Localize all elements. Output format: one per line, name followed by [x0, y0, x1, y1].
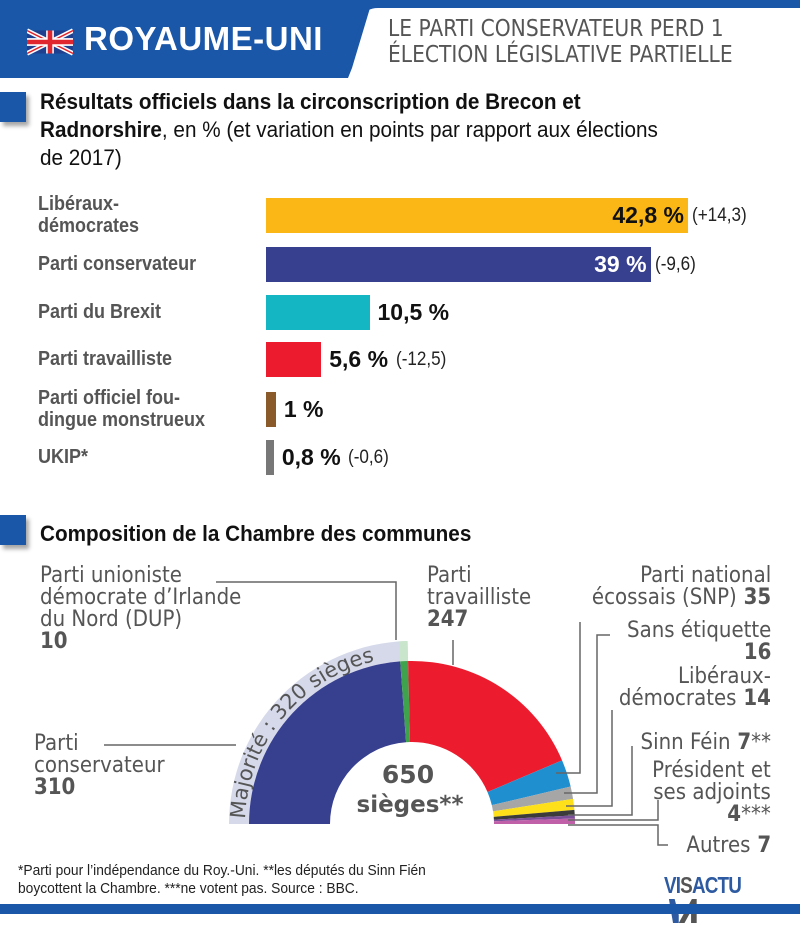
seat-label-sf: Sinn Féin 7**: [640, 730, 771, 755]
seat-count: 247: [427, 607, 469, 632]
bar: [266, 440, 274, 475]
hemicycle-segment: [408, 661, 563, 792]
logo-text-3: ACTU: [691, 872, 742, 898]
results-title-rest: , en % (et variation en points par rappo…: [40, 117, 658, 170]
hemicycle-segment: [493, 815, 575, 822]
seat-label-dup: Parti unioniste démocrate d’Irlande du Nor…: [40, 563, 242, 654]
leader-sf: [568, 746, 633, 816]
leader-ld: [566, 710, 613, 807]
bar-category-label: Parti du Brexit: [38, 301, 162, 323]
logo-text-2: S: [680, 872, 693, 898]
header-banner: [0, 0, 800, 78]
bar-change-label: (-9,6): [654, 254, 696, 275]
majority-band: [229, 641, 409, 824]
seat-count: 4: [727, 802, 742, 827]
bar-value-label: 1 %: [283, 396, 324, 422]
seat-label-oth: Autres 7: [686, 833, 771, 858]
hemicycle-segment: [487, 760, 571, 806]
seat-count: 14: [736, 686, 771, 711]
section-marker-results: [0, 92, 26, 122]
total-seats-text: sièges**: [357, 792, 464, 818]
seat-label-ld: Libéraux-démocrates 14: [618, 664, 771, 711]
section-marker-composition: [0, 515, 26, 545]
majority-band-dup: [398, 641, 409, 662]
bar-change-label: (+14,3): [692, 205, 747, 226]
seat-count: 310: [34, 775, 76, 800]
footnote-line-2: boycottent la Chambre. ***ne votent pas.…: [18, 880, 359, 897]
bar-change-label: (-0,6): [348, 447, 390, 468]
bar-category-label: Parti travailliste: [38, 348, 173, 370]
seat-label-ind: Sans étiquette 16: [626, 618, 771, 665]
bar-value-label: 0,8 %: [281, 444, 341, 470]
seat-count: 7: [730, 730, 752, 755]
bar-category-label: UKIP*: [38, 446, 89, 468]
results-title-bold: Résultats officiels dans la circonscript…: [40, 89, 581, 142]
seat-label-lab: Parti travailliste 247: [427, 563, 532, 632]
country-title: ROYAUME-UNI: [84, 20, 323, 57]
bar: [266, 295, 370, 330]
hemicycle-segment: [493, 809, 575, 820]
header: ROYAUME-UNI LE PARTI CONSERVATEUR PERD 1…: [0, 0, 800, 80]
bar: [266, 342, 322, 377]
bar-category-label: Libéraux-démocrates: [38, 193, 140, 237]
bar-value-label: 42,8 %: [612, 202, 684, 228]
hemicycle-segment: [249, 661, 407, 824]
hemicycle-segment: [493, 818, 575, 824]
headline-line-1: LE PARTI CONSERVATEUR PERD 1: [388, 16, 724, 42]
headline: LE PARTI CONSERVATEUR PERD 1 ÉLECTION LÉ…: [388, 16, 733, 68]
seat-count: 16: [743, 640, 771, 665]
leader-ind: [564, 634, 610, 794]
seat-count: 35: [736, 585, 771, 610]
bar: [266, 247, 651, 282]
bar-change-label: (-12,5): [395, 349, 447, 370]
uk-flag-icon: [27, 28, 73, 56]
bar: [266, 392, 276, 427]
bar-value-label: 10,5 %: [377, 299, 450, 325]
footnote: *Parti pour l’indépendance du Roy.-Uni. …: [18, 862, 607, 898]
hemicycle-segment: [493, 798, 575, 817]
seat-count: 10: [40, 629, 68, 654]
hemicycle-segment: [400, 661, 411, 743]
leader-oth: [568, 824, 668, 846]
seat-label-con: Parti conservateur 310: [34, 731, 165, 800]
headline-line-2: ÉLECTION LÉGISLATIVE PARTIELLE: [388, 42, 733, 68]
leader-dup: [216, 581, 397, 640]
bar-category-label: Parti conservateur: [38, 253, 197, 275]
total-seats-number: 650: [382, 760, 434, 789]
footnote-line-1: *Parti pour l’indépendance du Roy.-Uni. …: [18, 862, 426, 879]
bar: [266, 198, 688, 233]
bar-value-label: 5,6 %: [329, 346, 389, 372]
visactu-logo: VISACTU: [664, 872, 776, 926]
bottom-bar: [0, 904, 800, 914]
leader-snp: [556, 622, 581, 774]
logo-text-1: VI: [664, 872, 681, 898]
seat-label-snp: Parti national écossais (SNP) 35: [591, 563, 771, 610]
seat-label-spk: Président et ses adjoints 4***: [652, 758, 771, 827]
seat-count: 7: [750, 833, 771, 858]
results-title: Résultats officiels dans la circonscript…: [40, 88, 684, 172]
leader-spk: [568, 800, 659, 821]
bar-category-label: Parti officiel fou-dingue monstrueux: [38, 387, 206, 431]
bar-value-label: 39 %: [594, 251, 647, 277]
composition-title: Composition de la Chambre des communes: [40, 521, 472, 546]
hemicycle-segment: [491, 786, 574, 812]
